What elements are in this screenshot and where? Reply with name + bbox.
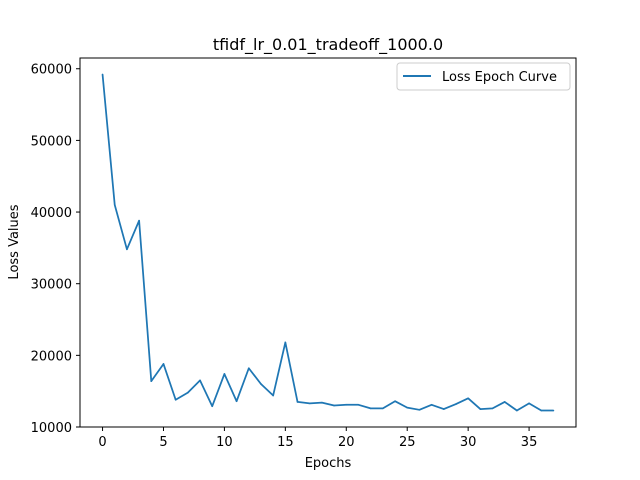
data-point	[345, 403, 348, 406]
data-point	[260, 383, 262, 385]
data-point	[333, 404, 335, 407]
x-tick-label: 5	[159, 435, 167, 450]
legend: Loss Epoch Curve	[396, 62, 571, 91]
data-point	[357, 403, 360, 406]
data-point	[528, 402, 530, 405]
data-point	[272, 394, 274, 397]
x-axis: 0 5 10 15 20 25 30 35	[98, 427, 537, 450]
data-point	[394, 400, 396, 403]
plot-frame	[79, 57, 577, 428]
data-point	[126, 248, 128, 251]
data-point	[430, 403, 433, 406]
legend-box	[396, 62, 571, 91]
series-layer	[101, 73, 555, 412]
data-point	[113, 204, 116, 206]
data-point	[479, 408, 482, 410]
y-tick-label: 50000	[31, 134, 72, 149]
x-tick-label: 20	[338, 435, 355, 450]
y-tick-label: 20000	[31, 349, 72, 364]
data-point	[516, 409, 518, 412]
data-point	[138, 219, 140, 222]
data-point	[284, 341, 287, 344]
data-point	[174, 398, 177, 401]
data-point	[552, 409, 555, 412]
chart-title: tfidf_lr_0.01_tradeoff_1000.0	[213, 35, 443, 55]
data-point	[211, 405, 214, 408]
data-point	[406, 406, 409, 409]
data-point	[455, 403, 457, 405]
data-point	[491, 407, 494, 410]
x-tick-label: 0	[98, 435, 106, 450]
data-point	[540, 409, 543, 412]
data-point	[321, 401, 323, 404]
data-point	[418, 409, 421, 411]
y-tick-label: 40000	[31, 206, 72, 221]
series-line	[101, 74, 554, 412]
x-tick-label: 35	[521, 435, 538, 450]
data-point	[442, 408, 445, 410]
data-point	[296, 401, 299, 403]
y-axis-label: Loss Values	[7, 204, 22, 279]
data-point	[382, 407, 384, 410]
data-point	[101, 73, 104, 76]
plot-area	[79, 57, 577, 428]
data-point	[162, 363, 165, 365]
data-point	[308, 402, 311, 405]
data-point	[199, 379, 201, 382]
x-axis-label: Epochs	[305, 456, 352, 471]
y-axis: 10000 20000 30000 40000 50000 60000	[31, 63, 80, 436]
data-point	[223, 373, 226, 375]
legend-label: Loss Epoch Curve	[442, 70, 557, 85]
y-tick-label: 60000	[31, 63, 72, 78]
x-tick-label: 10	[216, 435, 233, 450]
data-point	[503, 401, 506, 403]
data-point	[369, 407, 372, 410]
data-point	[467, 397, 469, 400]
y-tick-label: 10000	[31, 421, 72, 436]
x-tick-label: 25	[399, 435, 416, 450]
data-point	[187, 391, 189, 394]
data-point	[150, 380, 153, 382]
data-point	[247, 367, 250, 370]
x-tick-label: 15	[277, 435, 294, 450]
x-tick-label: 30	[460, 435, 477, 450]
data-point	[235, 400, 238, 403]
y-tick-label: 30000	[31, 278, 72, 293]
